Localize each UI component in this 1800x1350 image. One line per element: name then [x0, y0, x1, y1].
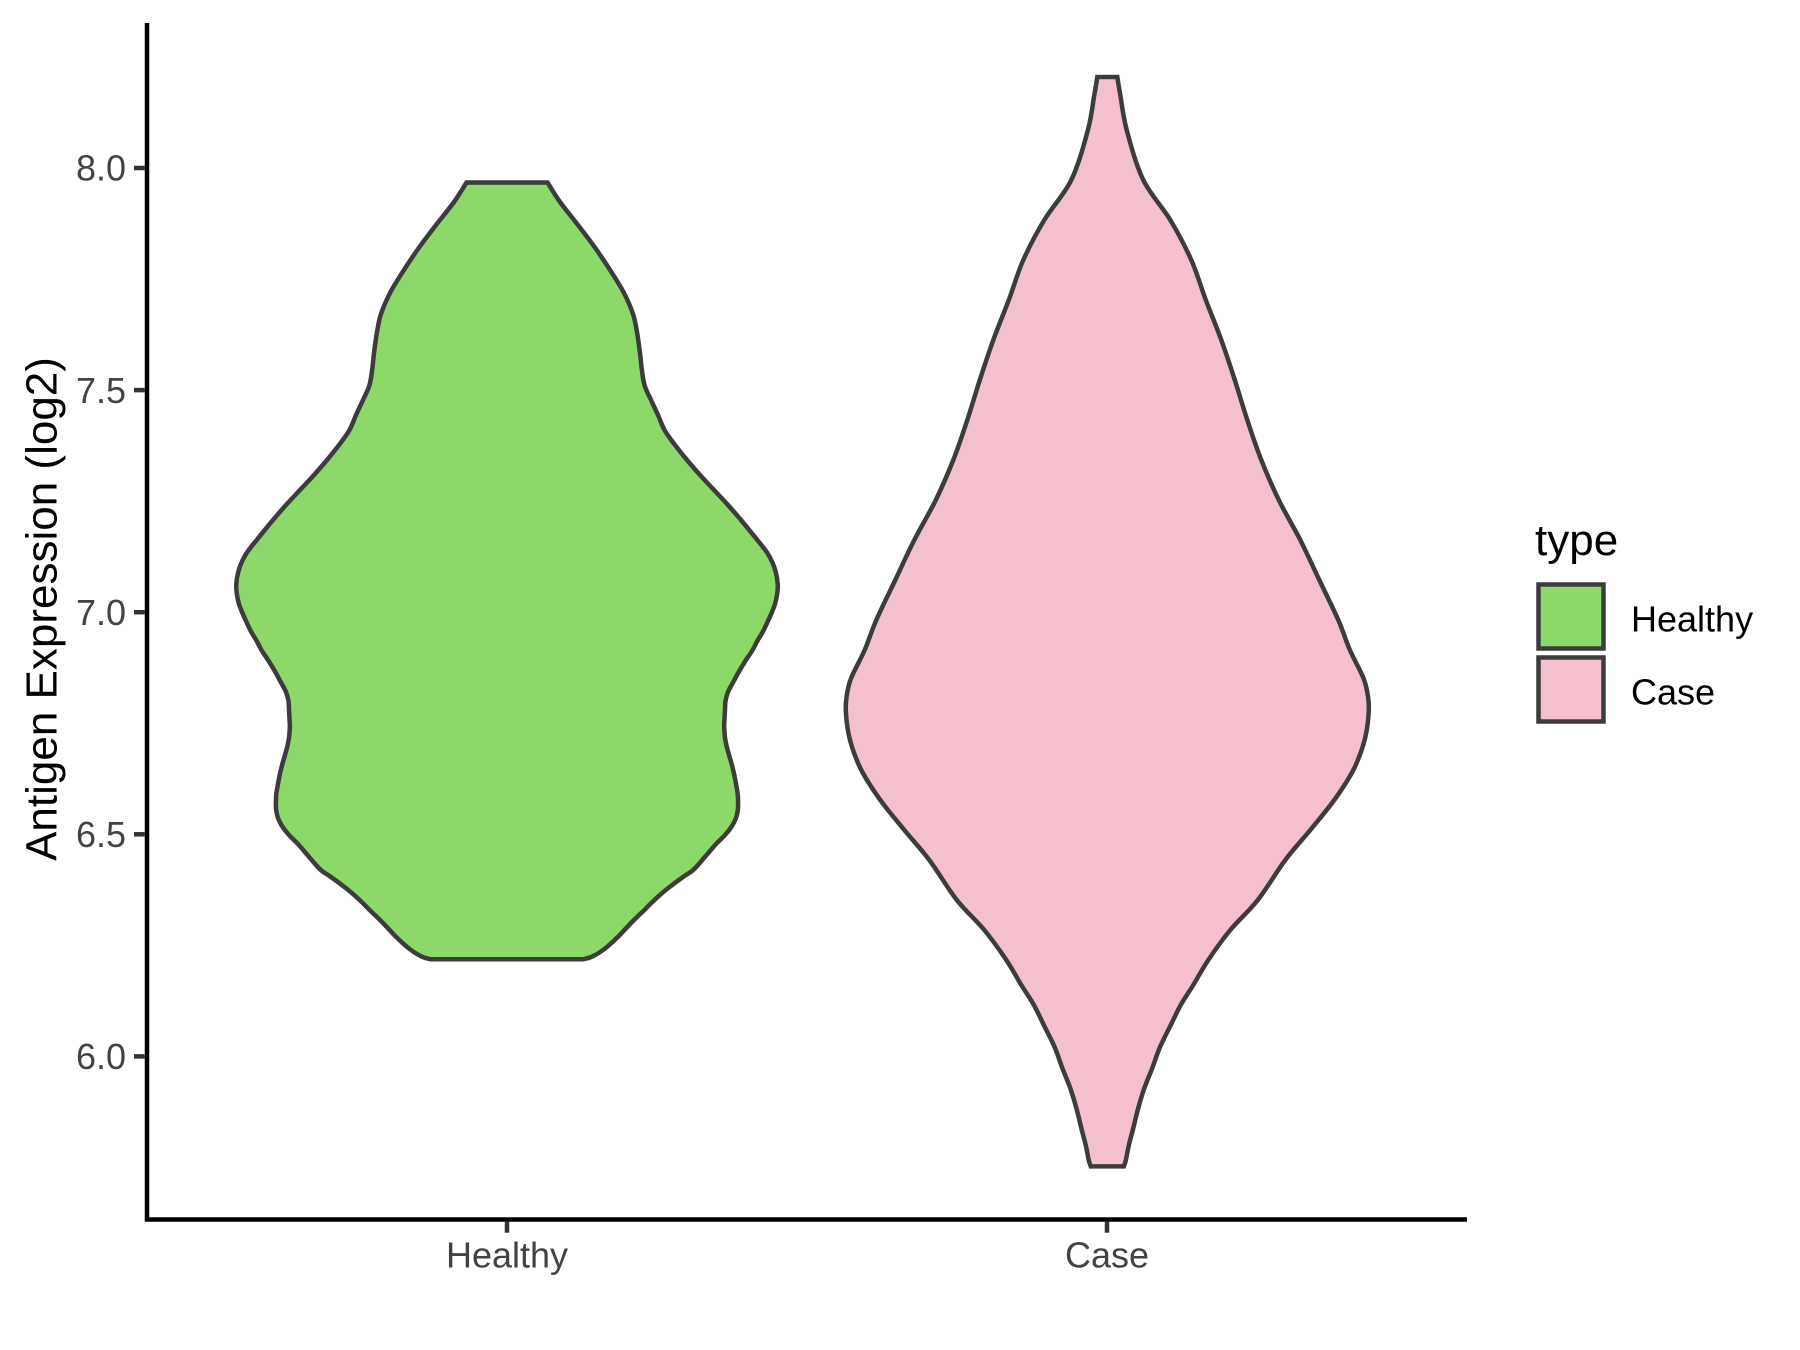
- svg-text:6.0: 6.0: [76, 1036, 126, 1077]
- svg-text:Antigen Expression (log2): Antigen Expression (log2): [18, 357, 67, 861]
- svg-text:6.5: 6.5: [76, 814, 126, 855]
- svg-text:Case: Case: [1065, 1235, 1149, 1276]
- svg-text:8.0: 8.0: [76, 148, 126, 189]
- svg-text:Healthy: Healthy: [1631, 599, 1753, 640]
- svg-text:Healthy: Healthy: [446, 1235, 568, 1276]
- svg-text:7.0: 7.0: [76, 592, 126, 633]
- svg-text:7.5: 7.5: [76, 370, 126, 411]
- svg-text:Case: Case: [1631, 672, 1715, 713]
- svg-text:type: type: [1535, 516, 1618, 565]
